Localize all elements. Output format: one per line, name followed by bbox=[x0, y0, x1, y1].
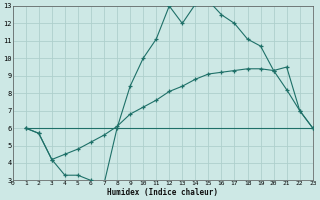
X-axis label: Humidex (Indice chaleur): Humidex (Indice chaleur) bbox=[107, 188, 218, 197]
